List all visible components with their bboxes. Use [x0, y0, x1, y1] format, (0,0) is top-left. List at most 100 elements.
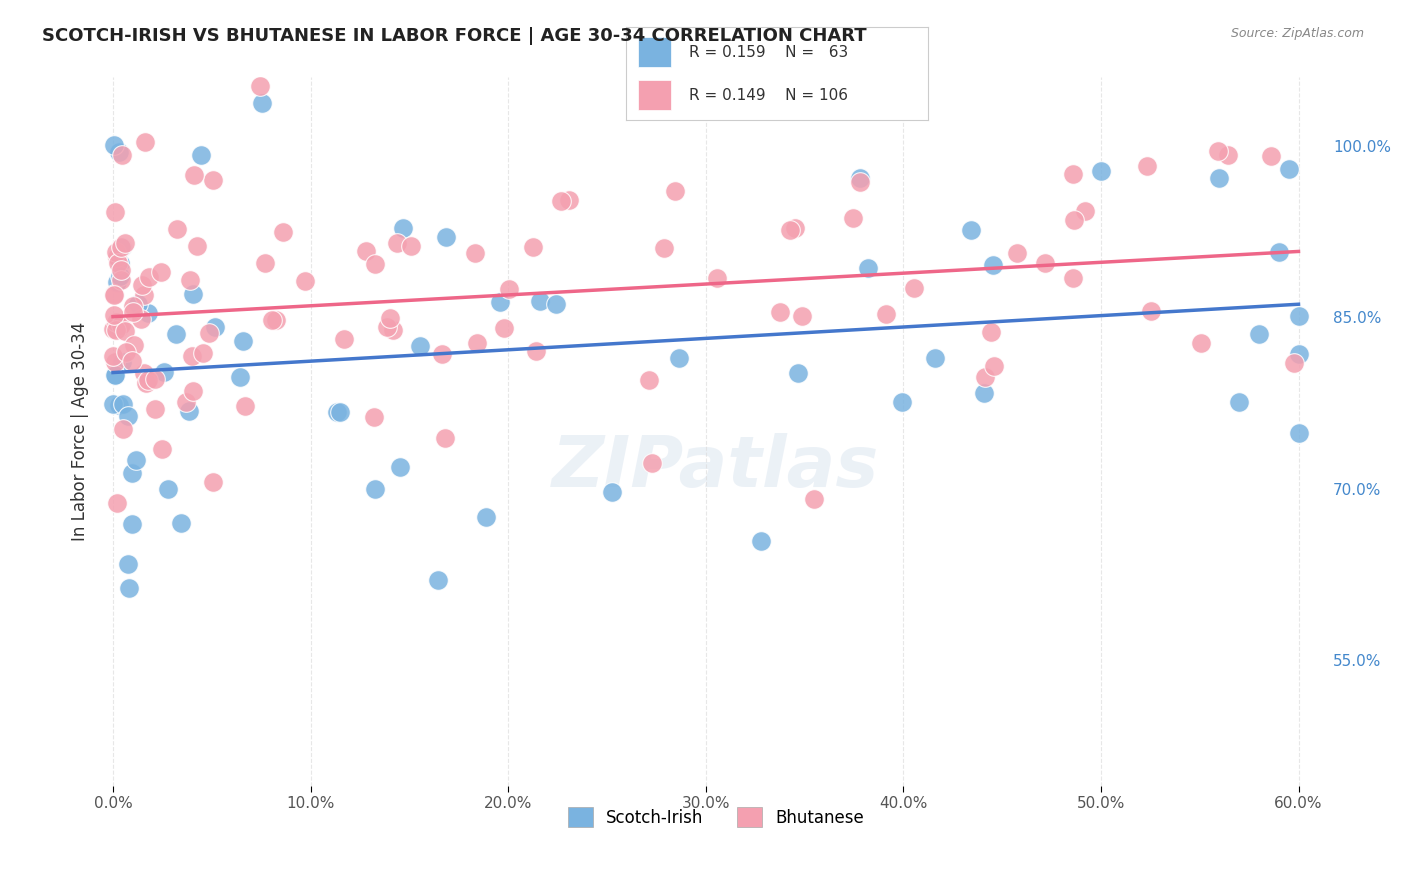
- Point: [363, 410, 385, 425]
- Point: [558, 194, 581, 208]
- Point: [101, 349, 124, 363]
- Point: [136, 306, 159, 320]
- Point: [706, 271, 728, 285]
- Point: [1288, 346, 1310, 360]
- Point: [157, 482, 180, 496]
- Point: [983, 359, 1005, 374]
- Point: [110, 240, 132, 254]
- Point: [381, 322, 404, 336]
- Point: [392, 221, 415, 235]
- Point: [522, 240, 544, 254]
- Point: [326, 405, 349, 419]
- Point: [903, 281, 925, 295]
- Point: [427, 573, 450, 587]
- Point: [150, 264, 173, 278]
- Point: [165, 326, 187, 341]
- Point: [385, 235, 408, 250]
- Point: [380, 311, 402, 326]
- Point: [134, 135, 156, 149]
- Point: [229, 369, 252, 384]
- Point: [111, 397, 134, 411]
- Point: [121, 466, 143, 480]
- Point: [131, 312, 153, 326]
- FancyBboxPatch shape: [638, 37, 671, 67]
- Point: [498, 282, 520, 296]
- Point: [110, 318, 132, 333]
- Point: [641, 456, 664, 470]
- Point: [186, 239, 208, 253]
- Point: [401, 239, 423, 253]
- Point: [654, 241, 676, 255]
- Point: [181, 287, 204, 301]
- Point: [891, 394, 914, 409]
- Point: [637, 374, 659, 388]
- Point: [364, 482, 387, 496]
- Point: [492, 321, 515, 335]
- Point: [668, 351, 690, 366]
- Point: [176, 395, 198, 409]
- Point: [105, 495, 128, 509]
- Point: [110, 240, 132, 254]
- Point: [1216, 147, 1239, 161]
- FancyBboxPatch shape: [638, 80, 671, 110]
- Point: [1288, 426, 1310, 441]
- Point: [121, 354, 143, 368]
- Point: [1140, 303, 1163, 318]
- Point: [600, 484, 623, 499]
- Point: [960, 222, 983, 236]
- Point: [1073, 204, 1095, 219]
- Point: [179, 273, 201, 287]
- Point: [664, 184, 686, 198]
- Point: [180, 349, 202, 363]
- Point: [1227, 395, 1250, 409]
- Point: [181, 384, 204, 398]
- Point: [974, 370, 997, 384]
- Point: [464, 246, 486, 260]
- Point: [849, 170, 872, 185]
- Point: [201, 475, 224, 489]
- Point: [924, 351, 946, 365]
- Point: [1007, 245, 1029, 260]
- Point: [131, 277, 153, 292]
- Point: [103, 322, 125, 336]
- Point: [110, 273, 132, 287]
- Point: [103, 137, 125, 152]
- Point: [1267, 244, 1289, 259]
- Point: [117, 409, 139, 423]
- Point: [430, 347, 453, 361]
- Point: [1062, 270, 1084, 285]
- Point: [233, 400, 256, 414]
- Point: [103, 288, 125, 302]
- Point: [104, 323, 127, 337]
- Point: [389, 459, 412, 474]
- Point: [1189, 335, 1212, 350]
- Point: [191, 345, 214, 359]
- Point: [110, 256, 132, 270]
- Point: [105, 315, 128, 329]
- Point: [108, 269, 131, 284]
- Point: [465, 335, 488, 350]
- Point: [842, 211, 865, 226]
- Point: [132, 366, 155, 380]
- Point: [364, 257, 387, 271]
- Point: [108, 398, 131, 412]
- Point: [550, 194, 572, 209]
- Y-axis label: In Labor Force | Age 30-34: In Labor Force | Age 30-34: [72, 322, 89, 541]
- Point: [143, 372, 166, 386]
- Point: [108, 145, 131, 159]
- Point: [114, 324, 136, 338]
- Point: [973, 385, 995, 400]
- Point: [190, 148, 212, 162]
- Point: [262, 312, 284, 326]
- Point: [103, 308, 125, 322]
- Point: [127, 297, 149, 311]
- Point: [1033, 256, 1056, 270]
- Point: [110, 263, 132, 277]
- Point: [170, 516, 193, 531]
- Point: [204, 319, 226, 334]
- Point: [117, 557, 139, 571]
- Point: [333, 332, 356, 346]
- Point: [546, 297, 568, 311]
- Point: [103, 397, 125, 411]
- Point: [103, 368, 125, 382]
